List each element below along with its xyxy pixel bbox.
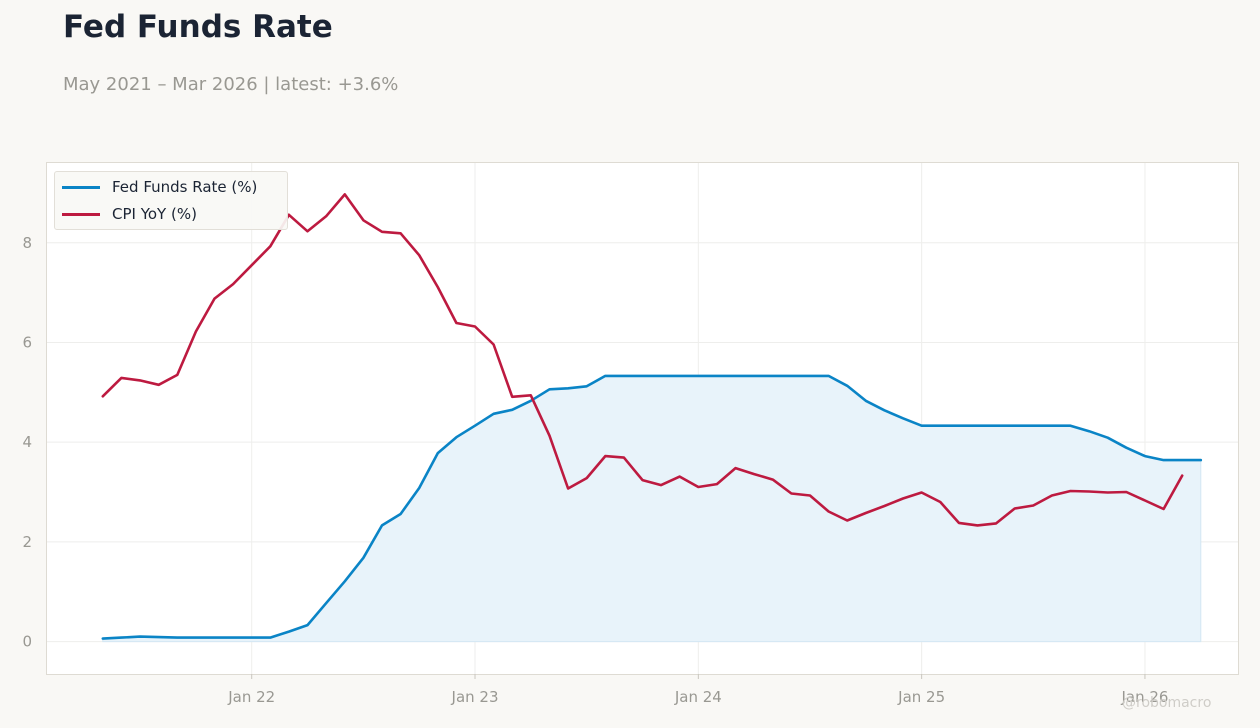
fill-layer bbox=[102, 375, 1202, 643]
axis-layer: 0 2 4 6 8 Jan 22 Jan 23 Jan 24 Jan 25 Jan 26 bbox=[22, 234, 1168, 706]
page-subtitle: May 2021 – Mar 2026 | latest: +3.6% bbox=[63, 74, 399, 95]
legend-swatch-cpi bbox=[62, 212, 100, 216]
legend-swatch-fed bbox=[62, 185, 100, 189]
legend-item-fed: Fed Funds Rate (%) bbox=[62, 177, 257, 197]
y-tick-label: 6 bbox=[22, 333, 32, 351]
y-tick-label: 8 bbox=[22, 234, 32, 252]
legend-label-cpi: CPI YoY (%) bbox=[112, 205, 197, 223]
page-title: Fed Funds Rate bbox=[63, 9, 333, 45]
x-tick-label: Jan 24 bbox=[674, 688, 722, 706]
watermark: @robomacro bbox=[1122, 695, 1212, 711]
y-tick-label: 2 bbox=[22, 533, 32, 551]
x-tick-label: Jan 22 bbox=[227, 688, 275, 706]
legend: Fed Funds Rate (%) CPI YoY (%) bbox=[54, 171, 288, 230]
y-tick-label: 0 bbox=[22, 633, 32, 651]
legend-item-cpi: CPI YoY (%) bbox=[62, 204, 197, 224]
series-line-fed-funds bbox=[101, 374, 1203, 640]
x-tick-label: Jan 23 bbox=[451, 688, 499, 706]
series-area-fed-funds bbox=[102, 375, 1202, 643]
x-tick-label: Jan 25 bbox=[897, 688, 945, 706]
y-tick-label: 4 bbox=[22, 433, 32, 451]
x-tick-label: Jan 26 bbox=[1120, 688, 1168, 706]
legend-label-fed: Fed Funds Rate (%) bbox=[112, 178, 258, 196]
